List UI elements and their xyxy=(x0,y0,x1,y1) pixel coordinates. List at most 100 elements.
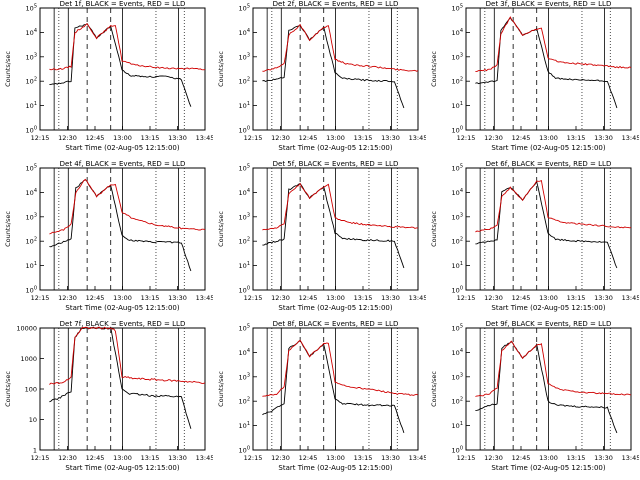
lld-series-line xyxy=(475,16,632,72)
events-series-line xyxy=(49,326,192,429)
y-tick-label: 103 xyxy=(26,52,37,61)
y-tick-label: 105 xyxy=(239,4,250,13)
y-tick-label: 103 xyxy=(452,212,463,221)
y-tick-exponent: 1 xyxy=(460,101,463,107)
lld-series-line xyxy=(49,326,206,385)
y-tick-label: 103 xyxy=(26,212,37,221)
y-tick-label: 102 xyxy=(26,237,37,246)
x-tick-label: 12:30 xyxy=(271,294,290,302)
lld-series-line xyxy=(475,340,632,397)
y-tick-label: 102 xyxy=(239,237,250,246)
y-tick-exponent: 5 xyxy=(247,4,250,10)
y-tick-label: 104 xyxy=(452,188,463,197)
detector-panel-5: Det 5f, BLACK = Events, RED = LLD 100 101 1… xyxy=(213,160,426,320)
x-tick-label: 13:45 xyxy=(196,294,213,302)
y-tick-label: 105 xyxy=(239,164,250,173)
y-axis-label: Counts/sec xyxy=(4,211,12,247)
x-tick-label: 13:30 xyxy=(594,454,613,462)
y-axis-label: Counts/sec xyxy=(4,371,12,407)
y-axis-label: Counts/sec xyxy=(430,211,438,247)
y-tick-exponent: 2 xyxy=(247,237,250,243)
y-tick-label: 100 xyxy=(239,286,250,295)
y-tick-label: 104 xyxy=(26,28,37,37)
y-tick-label: 102 xyxy=(239,77,250,86)
x-tick-label: 13:30 xyxy=(168,134,187,142)
y-tick-label: 100 xyxy=(25,386,37,394)
x-tick-label: 13:30 xyxy=(381,294,400,302)
panel-title: Det 3f, BLACK = Events, RED = LLD xyxy=(486,0,612,8)
x-tick-label: 12:45 xyxy=(86,134,105,142)
y-tick-exponent: 3 xyxy=(247,52,250,58)
x-tick-label: 12:45 xyxy=(299,294,318,302)
x-tick-label: 13:00 xyxy=(113,294,132,302)
events-series-line xyxy=(262,339,405,434)
y-tick-exponent: 1 xyxy=(460,261,463,267)
y-axis-label: Counts/sec xyxy=(4,51,12,87)
x-tick-label: 13:45 xyxy=(622,294,639,302)
detector-panel-6: Det 6f, BLACK = Events, RED = LLD 100 101 1… xyxy=(426,160,639,320)
y-tick-label: 105 xyxy=(26,164,37,173)
x-tick-label: 12:30 xyxy=(484,134,503,142)
y-tick-label: 10000 xyxy=(16,325,37,333)
panel-title: Det 7f, BLACK = Events, RED = LLD xyxy=(60,320,186,328)
x-tick-label: 13:30 xyxy=(168,294,187,302)
lld-series-line xyxy=(262,23,419,72)
y-tick-exponent: 3 xyxy=(247,372,250,378)
x-tick-label: 12:45 xyxy=(299,134,318,142)
x-tick-label: 13:30 xyxy=(381,454,400,462)
x-tick-label: 12:15 xyxy=(31,294,50,302)
y-tick-label: 105 xyxy=(26,4,37,13)
x-tick-label: 13:15 xyxy=(567,454,586,462)
x-tick-label: 13:15 xyxy=(354,134,373,142)
x-tick-label: 13:00 xyxy=(326,454,345,462)
x-tick-label: 12:30 xyxy=(484,294,503,302)
y-tick-exponent: 0 xyxy=(247,446,250,452)
y-tick-exponent: 4 xyxy=(460,188,463,194)
events-series-line xyxy=(262,183,405,269)
detector-panel-8: Det 8f, BLACK = Events, RED = LLD 100 101 1… xyxy=(213,320,426,480)
y-tick-label: 104 xyxy=(239,188,250,197)
y-tick-label: 1000 xyxy=(20,355,37,363)
x-tick-label: 12:45 xyxy=(512,454,531,462)
x-tick-label: 13:00 xyxy=(326,294,345,302)
detector-panel-4: Det 4f, BLACK = Events, RED = LLD 100 101 1… xyxy=(0,160,213,320)
x-tick-label: 13:00 xyxy=(539,294,558,302)
y-tick-exponent: 1 xyxy=(34,101,37,107)
detector-panel-1: Det 1f, BLACK = Events, RED = LLD 100 101 1… xyxy=(0,0,213,160)
panel-svg: Det 7f, BLACK = Events, RED = LLD 1 10 100 1… xyxy=(4,320,213,472)
panel-svg: Det 5f, BLACK = Events, RED = LLD1001011… xyxy=(217,160,426,312)
x-axis-label: Start Time (02-Aug-05 12:15:00) xyxy=(491,144,605,152)
y-tick-label: 101 xyxy=(452,261,463,270)
y-axis-label: Counts/sec xyxy=(217,371,225,407)
y-tick-label: 103 xyxy=(239,52,250,61)
x-tick-label: 12:30 xyxy=(484,454,503,462)
x-tick-label: 12:45 xyxy=(86,454,105,462)
y-tick-exponent: 4 xyxy=(460,28,463,34)
y-tick-label: 101 xyxy=(452,101,463,110)
panel-title: Det 4f, BLACK = Events, RED = LLD xyxy=(60,160,186,168)
y-tick-exponent: 3 xyxy=(34,212,37,218)
panel-svg: Det 3f, BLACK = Events, RED = LLD1001011… xyxy=(430,0,639,152)
y-tick-label: 104 xyxy=(239,28,250,37)
y-tick-exponent: 5 xyxy=(34,164,37,170)
panel-svg: Det 1f, BLACK = Events, RED = LLD1001011… xyxy=(4,0,213,152)
x-tick-label: 13:00 xyxy=(113,454,132,462)
x-tick-label: 13:45 xyxy=(409,134,426,142)
y-axis-label: Counts/sec xyxy=(217,51,225,87)
y-tick-exponent: 3 xyxy=(460,52,463,58)
y-tick-exponent: 2 xyxy=(460,237,463,243)
x-tick-label: 12:30 xyxy=(58,454,77,462)
y-tick-exponent: 2 xyxy=(247,397,250,403)
events-series-line xyxy=(475,16,618,109)
y-tick-exponent: 1 xyxy=(247,101,250,107)
x-tick-label: 12:30 xyxy=(58,134,77,142)
x-tick-label: 12:15 xyxy=(457,294,476,302)
y-tick-label: 101 xyxy=(452,421,463,430)
y-tick-label: 104 xyxy=(26,188,37,197)
x-axis-label: Start Time (02-Aug-05 12:15:00) xyxy=(65,464,179,472)
y-tick-exponent: 5 xyxy=(460,324,463,330)
y-tick-exponent: 0 xyxy=(460,286,463,292)
x-tick-label: 13:15 xyxy=(354,294,373,302)
y-tick-exponent: 0 xyxy=(247,286,250,292)
